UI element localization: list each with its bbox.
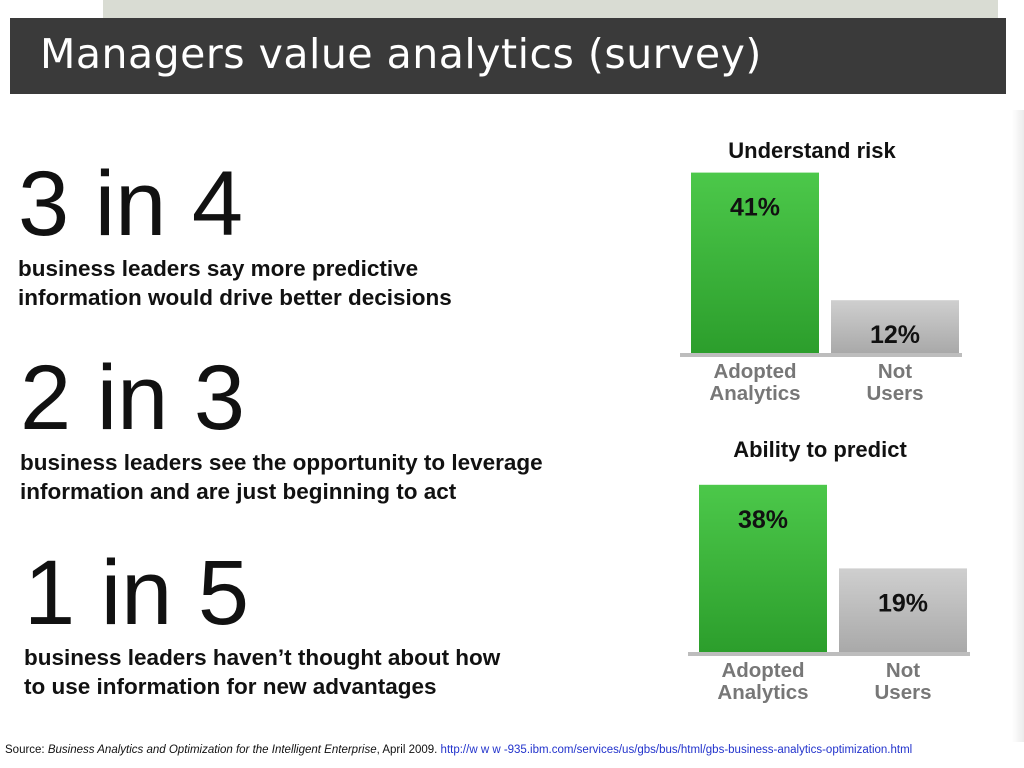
category-label: Not: [886, 659, 920, 682]
category-label: Analytics: [709, 382, 800, 405]
stat-ratio: 2 in 3: [20, 347, 246, 449]
chart-bar: [831, 300, 959, 353]
chart-title: Understand risk: [728, 138, 896, 163]
category-label: Adopted: [713, 360, 796, 383]
chart-baseline: [688, 652, 970, 656]
chart-understand-risk: Understand risk 41% Adopted Analytics 12% Not…: [676, 133, 976, 408]
category-label: Not: [878, 360, 912, 383]
source-link[interactable]: http://w w w -935.ibm.com/services/us/gb…: [440, 744, 913, 756]
source-citation: Source: Business Analytics and Optimizat…: [5, 744, 1021, 756]
category-label: Adopted: [721, 659, 804, 682]
stat-ratio: 3 in 4: [18, 153, 244, 255]
stat-ratio: 1 in 5: [24, 542, 250, 644]
source-date: , April 2009.: [376, 744, 441, 756]
title-bar: Managers value analytics (survey): [10, 18, 1006, 94]
stat-description: business leaders say more predictive inf…: [18, 256, 452, 310]
source-prefix: Source:: [5, 744, 48, 756]
chart-bar: [839, 568, 967, 652]
content-card-edge: [1012, 110, 1024, 742]
chart-baseline: [680, 353, 962, 357]
category-label: Analytics: [717, 681, 808, 704]
chart-title: Ability to predict: [733, 437, 907, 462]
category-label: Users: [867, 382, 924, 405]
bar-value-label: 41%: [730, 194, 780, 222]
top-accent-strip: [103, 0, 998, 18]
source-title: Business Analytics and Optimization for …: [47, 744, 377, 756]
stat-block-3: 1 in 5 business leaders haven’t thought …: [24, 547, 500, 701]
slide-title: Managers value analytics (survey): [40, 30, 762, 78]
bar-value-label: 19%: [878, 589, 928, 617]
stat-description: business leaders see the opportunity to …: [20, 450, 543, 504]
category-label: Users: [875, 681, 932, 704]
bar-value-label: 38%: [738, 506, 788, 534]
bar-value-label: 12%: [870, 321, 920, 349]
stat-block-1: 3 in 4 business leaders say more predict…: [18, 158, 452, 312]
stat-description: business leaders haven’t thought about h…: [24, 645, 501, 699]
chart-bar: [691, 172, 819, 353]
chart-ability-to-predict: Ability to predict 38% Adopted Analytics 19%…: [684, 432, 984, 707]
stat-block-2: 2 in 3 business leaders see the opportun…: [20, 352, 543, 506]
chart-bar: [699, 484, 827, 652]
